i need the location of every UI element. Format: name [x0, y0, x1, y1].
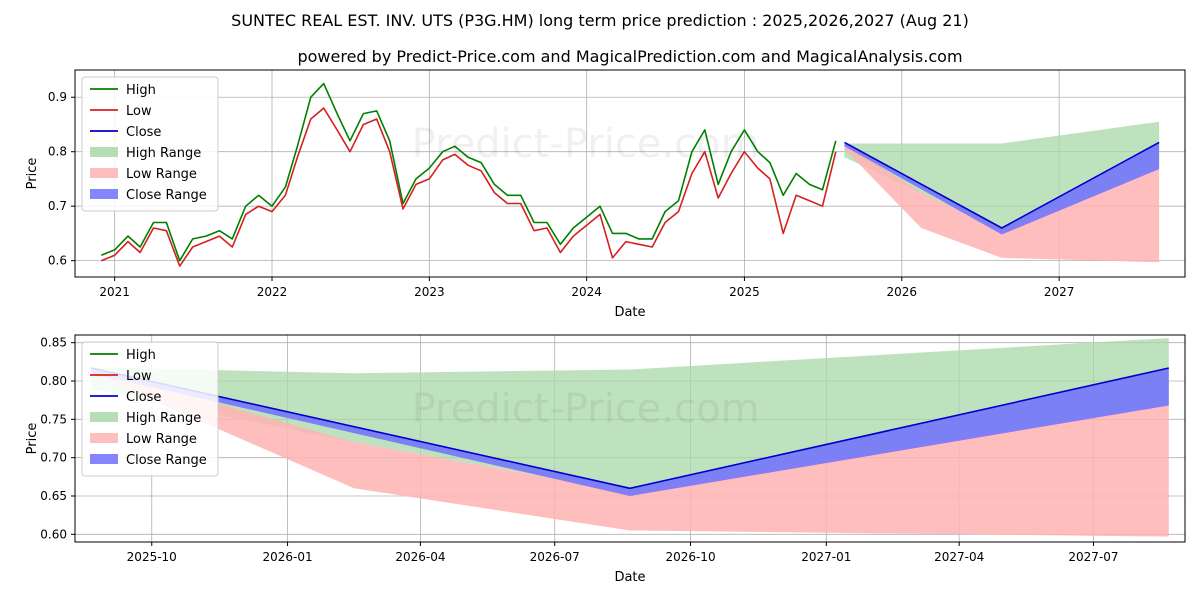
close-series-line: [91, 367, 1169, 490]
close-series-line: [844, 141, 1160, 229]
x-tick-label: 2027: [1044, 285, 1075, 299]
low-range-band: [844, 143, 1160, 263]
legend-label: Close: [126, 390, 161, 405]
legend-label: High Range: [126, 411, 201, 426]
x-tick-label: 2021: [99, 285, 130, 299]
x-tick-label: 2024: [571, 285, 602, 299]
high-range-band: [91, 338, 1169, 493]
y-tick-label: 0.80: [40, 374, 67, 388]
top-chart-panel: Predict-Price.com 2021 2022 2023 2024 2025 202…: [25, 69, 1186, 320]
legend-label: Low Range: [126, 167, 197, 182]
chart-legend: High Low Close High Range Low Range Close Ran…: [81, 76, 219, 212]
legend-label: Low: [126, 369, 152, 384]
x-tick-label: 2023: [414, 285, 445, 299]
y-tick-label: 0.65: [40, 489, 67, 503]
y-tick-label: 0.8: [48, 145, 67, 159]
y-tick-label: 0.70: [40, 451, 67, 465]
x-tick-label: 2027-01: [801, 550, 851, 564]
x-tick-label: 2026-10: [665, 550, 715, 564]
y-tick-label: 0.6: [48, 254, 67, 268]
chart-legend: High Low Close High Range Low Range Close Ran…: [81, 341, 219, 477]
y-tick-label: 0.60: [40, 527, 67, 541]
legend-swatch-high-range: [90, 412, 118, 422]
watermark-text: Predict-Price.com: [412, 121, 760, 167]
legend-swatch-close-range: [90, 454, 118, 464]
x-tick-label: 2027-07: [1068, 550, 1118, 564]
legend-label: Low Range: [126, 432, 197, 447]
high-range-band: [844, 121, 1160, 231]
legend-swatch-low-range: [90, 433, 118, 443]
chart-subtitle: powered by Predict-Price.com and Magical…: [297, 47, 962, 66]
x-axis-label: Date: [614, 570, 645, 585]
y-tick-label: 0.9: [48, 90, 67, 104]
axes-frame: [74, 334, 1186, 543]
x-tick-label: 2022: [257, 285, 288, 299]
axes-frame: [74, 69, 1186, 278]
low-range-band: [91, 367, 1169, 537]
legend-label: High Range: [126, 146, 201, 161]
y-axis-label: Price: [25, 158, 40, 190]
legend-label: Low: [126, 104, 152, 119]
y-axis-label: Price: [25, 423, 40, 455]
low-series-line: [100, 107, 837, 267]
chart-title: SUNTEC REAL EST. INV. UTS (P3G.HM) long …: [231, 11, 969, 30]
x-tick-label: 2026: [887, 285, 918, 299]
x-tick-label: 2026-01: [262, 550, 312, 564]
legend-swatch-low-range: [90, 168, 118, 178]
watermark-text: Predict-Price.com: [412, 386, 760, 432]
close-range-band: [844, 142, 1160, 235]
close-range-band: [91, 367, 1169, 496]
x-tick-label: 2026-04: [395, 550, 445, 564]
high-series-line: [101, 82, 837, 262]
bottom-chart-panel: Predict-Price.com 2025-10 2026-01 2026-04 20…: [25, 334, 1186, 585]
legend-label: Close Range: [126, 188, 207, 203]
legend-label: High: [126, 348, 156, 363]
plot-area: [100, 82, 1160, 267]
legend-label: Close: [126, 125, 161, 140]
plot-area: [91, 338, 1169, 537]
x-tick-label: 2026-07: [530, 550, 580, 564]
x-tick-label: 2027-04: [934, 550, 984, 564]
legend-swatch-close-range: [90, 189, 118, 199]
y-tick-label: 0.75: [40, 412, 67, 426]
y-tick-label: 0.85: [40, 336, 67, 350]
x-tick-label: 2025: [729, 285, 760, 299]
y-tick-label: 0.7: [48, 199, 67, 213]
legend-swatch-high-range: [90, 147, 118, 157]
x-tick-label: 2025-10: [127, 550, 177, 564]
legend-label: Close Range: [126, 453, 207, 468]
legend-label: High: [126, 83, 156, 98]
x-axis-label: Date: [614, 305, 645, 320]
